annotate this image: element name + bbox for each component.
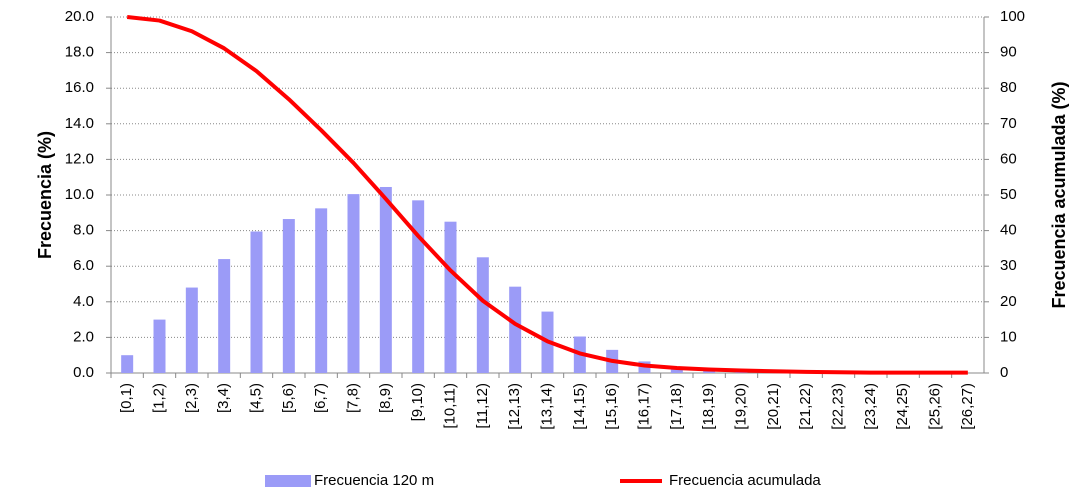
line: [126, 15, 968, 375]
y-tick-label: 2.0: [73, 328, 94, 345]
y-tick-label: 0.0: [73, 364, 94, 381]
x-tick-label: [2,3): [183, 383, 200, 413]
legend-label: Frecuencia 120 m: [314, 472, 434, 489]
y2-tick-label: 30: [1000, 257, 1017, 274]
y2-tick-label: 50: [1000, 186, 1017, 203]
x-tick-label: [17,18): [668, 383, 685, 430]
x-tick-label: [9,10): [409, 383, 426, 421]
x-tick-label: [21,22): [797, 383, 814, 430]
x-tick-label: [24,25): [894, 383, 911, 430]
x-tick-label: [12,13): [506, 383, 523, 430]
x-tick-label: [18,19): [700, 383, 717, 430]
bar: [218, 259, 231, 373]
bar: [153, 319, 166, 373]
y2-tick-label: 10: [1000, 328, 1017, 345]
y2-tick-label: 40: [1000, 222, 1017, 239]
bar: [250, 231, 263, 373]
bar: [476, 257, 489, 373]
x-tick-label: [8,9): [377, 383, 394, 413]
y-tick-label: 14.0: [65, 115, 94, 132]
y-tick-label: 6.0: [73, 257, 94, 274]
y-tick-label: 20.0: [65, 8, 94, 25]
y2-tick-label: 100: [1000, 8, 1025, 25]
x-tick-label: [10,11): [441, 383, 458, 429]
legend-swatch: [265, 475, 311, 487]
y-tick-label: 10.0: [65, 186, 94, 203]
y-tick-label: 8.0: [73, 222, 94, 239]
y2-tick-label: 20: [1000, 293, 1017, 310]
bar: [412, 200, 425, 373]
x-tick-label: [11,12): [474, 383, 491, 429]
y2-tick-label: 60: [1000, 150, 1017, 167]
x-tick-label: [3,4): [215, 383, 232, 413]
x-tick-label: [14,15): [571, 383, 588, 430]
y-tick-label: 12.0: [65, 150, 94, 167]
bar: [121, 355, 134, 373]
x-tick-label: [26,27): [959, 383, 976, 430]
x-tick-label: [7,8): [344, 383, 361, 413]
x-tick-label: [19,20): [732, 383, 749, 430]
x-tick-label: [22,23): [829, 383, 846, 430]
x-tick-label: [5,6): [280, 383, 297, 413]
y-tick-label: 18.0: [65, 44, 94, 61]
bar: [282, 219, 295, 373]
x-tick-label: [13,14): [538, 383, 555, 430]
y2-tick-label: 0: [1000, 364, 1008, 381]
y2-tick-label: 90: [1000, 44, 1017, 61]
x-tick-label: [15,16): [603, 383, 620, 430]
x-tick-label: [6,7): [312, 383, 329, 413]
bar: [444, 221, 457, 373]
bar: [347, 194, 360, 373]
x-tick-label: [25,26): [926, 383, 943, 430]
x-tick-label: [4,5): [247, 383, 264, 413]
y-tick-label: 4.0: [73, 293, 94, 310]
bar: [703, 370, 716, 373]
x-tick-label: [20,21): [765, 383, 782, 430]
legend-label: Frecuencia acumulada: [669, 472, 821, 489]
bar: [509, 286, 522, 373]
x-tick-label: [23,24): [862, 383, 879, 430]
y-tick-label: 16.0: [65, 79, 94, 96]
x-tick-label: [16,17): [635, 383, 652, 430]
bar: [185, 287, 198, 373]
bar: [379, 186, 392, 373]
y2-axis-title: Frecuencia acumulada (%): [1049, 81, 1069, 308]
bar: [315, 208, 328, 373]
x-tick-label: [0,1): [118, 383, 135, 413]
y2-tick-label: 70: [1000, 115, 1017, 132]
y2-tick-label: 80: [1000, 79, 1017, 96]
x-tick-label: [1,2): [150, 383, 167, 413]
y-axis-title: Frecuencia (%): [35, 131, 55, 259]
